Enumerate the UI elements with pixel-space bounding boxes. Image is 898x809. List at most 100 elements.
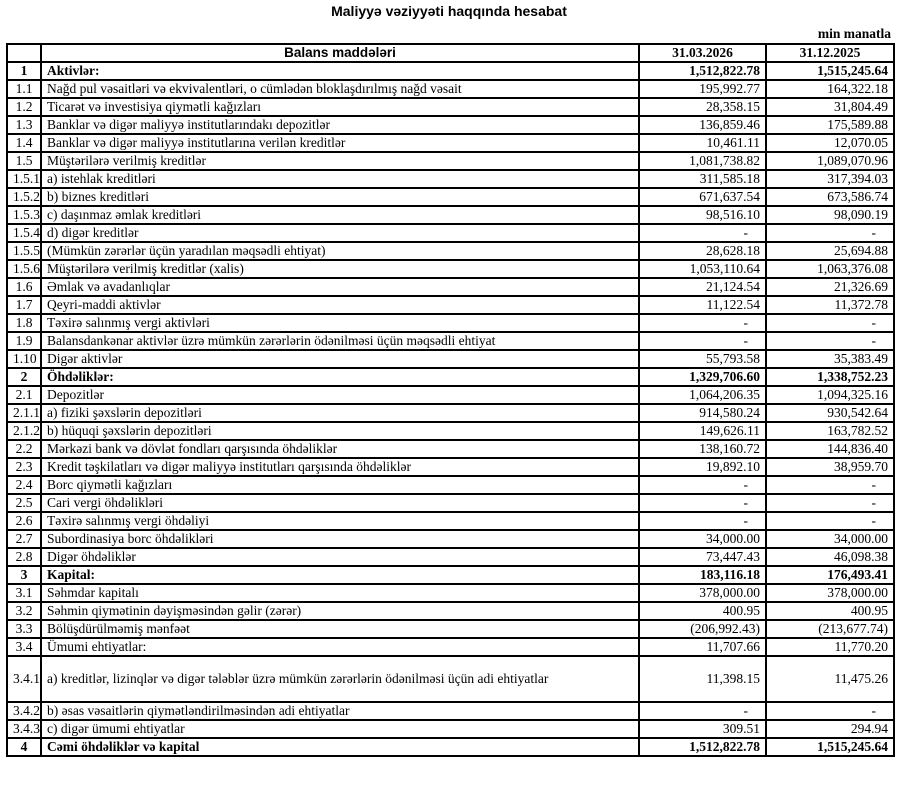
- row-label: Digər aktivlər: [40, 349, 640, 369]
- table-row: 3.2 Səhmin qiymətinin dəyişməsindən gəlir…: [6, 601, 895, 621]
- table-row: 3.3 Bölüşdürülməmiş mənfəət (206,992.43) (2…: [6, 619, 895, 639]
- value-31-12-2025: 294.94: [765, 719, 895, 739]
- value-31-03-2026: -: [638, 223, 767, 243]
- table-row: 3.4.2 b) əsas vəsaitlərin qiymətləndirilm…: [6, 701, 895, 721]
- table-row: 3.1 Səhmdar kapitalı 378,000.00 378,000.00: [6, 583, 895, 603]
- value-31-03-2026: 149,626.11: [638, 421, 767, 441]
- row-number: 4: [6, 737, 42, 757]
- row-number: 2.6: [6, 511, 42, 531]
- value-31-12-2025: 317,394.03: [765, 169, 895, 189]
- row-label: Müştərilərə verilmiş kreditlər: [40, 151, 640, 171]
- table-row: 1.5.1 a) istehlak kreditləri 311,585.18 317…: [6, 169, 895, 189]
- row-label: Öhdəliklər:: [40, 367, 640, 387]
- value-31-03-2026: 98,516.10: [638, 205, 767, 225]
- row-label: a) kreditlər, lizinqlər və digər tələblə…: [40, 655, 640, 703]
- table-row: 1.10 Digər aktivlər 55,793.58 35,383.49: [6, 349, 895, 369]
- value-31-12-2025: -: [765, 511, 895, 531]
- value-31-12-2025: 176,493.41: [765, 565, 895, 585]
- value-31-12-2025: 163,782.52: [765, 421, 895, 441]
- value-31-03-2026: 28,628.18: [638, 241, 767, 261]
- row-number: 1.10: [6, 349, 42, 369]
- value-31-12-2025: -: [765, 475, 895, 495]
- row-number: 2.7: [6, 529, 42, 549]
- value-31-03-2026: 195,992.77: [638, 79, 767, 99]
- table-row: 4 Cəmi öhdəliklər və kapital 1,512,822.78 1…: [6, 737, 895, 757]
- value-31-12-2025: 11,770.20: [765, 637, 895, 657]
- row-number: 3.4.1: [6, 655, 42, 703]
- value-31-12-2025: 1,089,070.96: [765, 151, 895, 171]
- value-31-12-2025: -: [765, 701, 895, 721]
- table-row: 1.7 Qeyri-maddi aktivlər 11,122.54 11,372.7…: [6, 295, 895, 315]
- row-number: 1.5: [6, 151, 42, 171]
- row-label: Kapital:: [40, 565, 640, 585]
- row-number: 1.7: [6, 295, 42, 315]
- table-row: 1 Aktivlər: 1,512,822.78 1,515,245.64: [6, 61, 895, 81]
- value-31-03-2026: 11,122.54: [638, 295, 767, 315]
- row-label: Kredit təşkilatları və digər maliyyə ins…: [40, 457, 640, 477]
- value-31-12-2025: 164,322.18: [765, 79, 895, 99]
- table-row: 3.4 Ümumi ehtiyatlar: 11,707.66 11,770.20: [6, 637, 895, 657]
- table-row: 2.5 Cari vergi öhdəlikləri - -: [6, 493, 895, 513]
- table-row: 1.5.3 c) daşınmaz əmlak kreditləri 98,516.…: [6, 205, 895, 225]
- page-title: Maliyyə vəziyyəti haqqında hesabat: [331, 3, 567, 19]
- table-row: 2 Öhdəliklər: 1,329,706.60 1,338,752.23: [6, 367, 895, 387]
- value-31-03-2026: 28,358.15: [638, 97, 767, 117]
- row-label: Borc qiymətli kağızları: [40, 475, 640, 495]
- table-row: 2.7 Subordinasiya borc öhdəlikləri 34,000.…: [6, 529, 895, 549]
- table-row: 1.5.5 (Mümkün zərərlər üçün yaradılan məq…: [6, 241, 895, 261]
- row-label: Ticarət və investisiya qiymətli kağızlar…: [40, 97, 640, 117]
- value-31-03-2026: 309.51: [638, 719, 767, 739]
- row-number: 2.2: [6, 439, 42, 459]
- value-31-03-2026: 21,124.54: [638, 277, 767, 297]
- table-row: 2.1.1 a) fiziki şəxslərin depozitləri 914,…: [6, 403, 895, 423]
- row-number: 2.1: [6, 385, 42, 405]
- row-number: 1.3: [6, 115, 42, 135]
- value-31-03-2026: -: [638, 701, 767, 721]
- row-number: 2.1.2: [6, 421, 42, 441]
- table-row: 1.5.2 b) biznes kreditləri 671,637.54 673,5…: [6, 187, 895, 207]
- value-31-03-2026: 19,892.10: [638, 457, 767, 477]
- row-number: 3.3: [6, 619, 42, 639]
- row-label: Cari vergi öhdəlikləri: [40, 493, 640, 513]
- table-row: 2.8 Digər öhdəliklər 73,447.43 46,098.38: [6, 547, 895, 567]
- row-number: 2: [6, 367, 42, 387]
- value-31-03-2026: 183,116.18: [638, 565, 767, 585]
- row-label: Səhmdar kapitalı: [40, 583, 640, 603]
- row-number: 1.5.1: [6, 169, 42, 189]
- row-label: Subordinasiya borc öhdəlikləri: [40, 529, 640, 549]
- table-row: 1.8 Təxirə salınmış vergi aktivləri - -: [6, 313, 895, 333]
- value-31-03-2026: (206,992.43): [638, 619, 767, 639]
- row-number: 1.4: [6, 133, 42, 153]
- row-label: Balansdankənar aktivlər üzrə mümkün zərə…: [40, 331, 640, 351]
- value-31-03-2026: 11,398.15: [638, 655, 767, 703]
- table-row: 2.2 Mərkəzi bank və dövlət fondları qarşı…: [6, 439, 895, 459]
- value-31-12-2025: 175,589.88: [765, 115, 895, 135]
- value-31-03-2026: 1,512,822.78: [638, 737, 767, 757]
- row-number: 1.8: [6, 313, 42, 333]
- header-row-number: [6, 43, 42, 63]
- value-31-12-2025: 930,542.64: [765, 403, 895, 423]
- value-31-03-2026: -: [638, 493, 767, 513]
- value-31-03-2026: 400.95: [638, 601, 767, 621]
- table-row: 1.6 Əmlak və avadanlıqlar 21,124.54 21,326.…: [6, 277, 895, 297]
- table-row: 3.4.3 c) digər ümumi ehtiyatlar 309.51 294.…: [6, 719, 895, 739]
- value-31-03-2026: -: [638, 475, 767, 495]
- table-row: 1.9 Balansdankənar aktivlər üzrə mümkün z…: [6, 331, 895, 351]
- row-label: Mərkəzi bank və dövlət fondları qarşısın…: [40, 439, 640, 459]
- row-number: 3.4: [6, 637, 42, 657]
- row-label: b) hüquqi şəxslərin depozitləri: [40, 421, 640, 441]
- row-number: 1.5.3: [6, 205, 42, 225]
- value-31-12-2025: 35,383.49: [765, 349, 895, 369]
- value-31-03-2026: 1,081,738.82: [638, 151, 767, 171]
- header-date-31-12-2025: 31.12.2025: [765, 43, 895, 63]
- row-label: Depozitlər: [40, 385, 640, 405]
- row-label: a) fiziki şəxslərin depozitləri: [40, 403, 640, 423]
- row-number: 3: [6, 565, 42, 585]
- row-number: 1.2: [6, 97, 42, 117]
- table-row: 1.1 Nağd pul vəsaitləri və ekvivalentləri…: [6, 79, 895, 99]
- table-header-row: Balans maddələri 31.03.2026 31.12.2025: [6, 43, 895, 63]
- value-31-03-2026: 1,064,206.35: [638, 385, 767, 405]
- value-31-03-2026: 11,707.66: [638, 637, 767, 657]
- header-balance-items: Balans maddələri: [40, 43, 640, 63]
- row-number: 2.4: [6, 475, 42, 495]
